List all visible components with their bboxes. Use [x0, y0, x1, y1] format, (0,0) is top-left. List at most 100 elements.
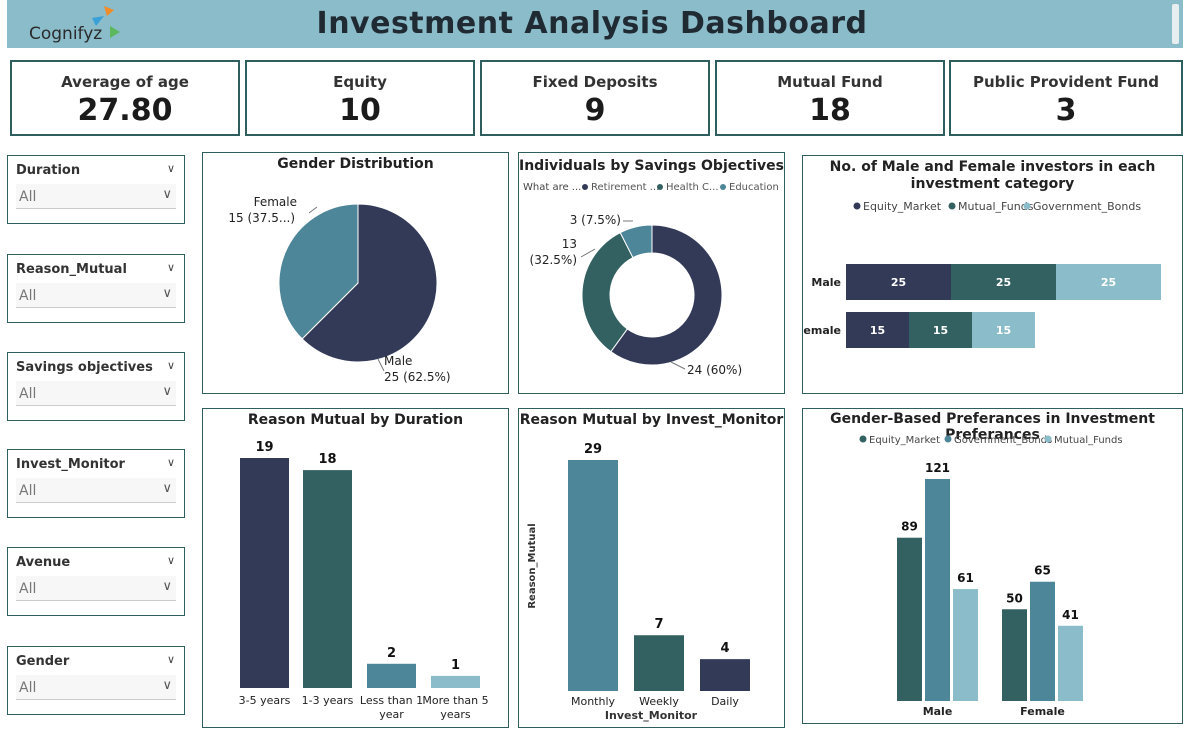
kpi-label: Fixed Deposits: [532, 73, 658, 91]
kpi-label: Mutual Fund: [777, 73, 883, 91]
bar-chart[interactable]: 29 Monthly 7 Weekly 4 Daily Invest_Monitor Reas…: [519, 431, 784, 727]
bar-segment[interactable]: [846, 264, 951, 300]
chevron-down-icon[interactable]: ∨: [162, 678, 172, 693]
slicer-savings-objectives[interactable]: Savings objectives ∨ All ∨: [7, 352, 185, 421]
bar[interactable]: [240, 458, 289, 688]
bar[interactable]: [303, 470, 352, 688]
scrollbar[interactable]: [1172, 4, 1179, 44]
slicer-reason-mutual[interactable]: Reason_Mutual ∨ All ∨: [7, 254, 185, 323]
pie-chart[interactable]: Male 25 (62.5%) Female 15 (37.5...): [203, 177, 508, 392]
chevron-down-icon[interactable]: ∨: [166, 653, 175, 666]
category-label: 1-3 years: [302, 694, 354, 707]
chart-male-female-investors[interactable]: No. of Male and Female investors in each…: [802, 155, 1183, 394]
donut-slice[interactable]: [619, 224, 653, 259]
grouped-bar-chart[interactable]: Equity_Market Government_Bonds Mutual_Fund…: [803, 431, 1182, 723]
data-label: 29: [584, 442, 602, 457]
data-label: 25: [891, 276, 906, 289]
chevron-down-icon[interactable]: ∨: [162, 286, 172, 301]
donut-slice[interactable]: [610, 224, 723, 366]
legend-marker[interactable]: [948, 202, 956, 210]
chevron-down-icon[interactable]: ∨: [162, 579, 172, 594]
slicer-dropdown[interactable]: All ∨: [16, 675, 176, 700]
legend-label: Mutual_Funds: [1054, 435, 1123, 446]
chevron-down-icon[interactable]: ∨: [162, 384, 172, 399]
legend-marker[interactable]: [720, 184, 726, 190]
leader-line[interactable]: [580, 248, 596, 258]
chart-savings-objectives[interactable]: Individuals by Savings Objectives What a…: [518, 152, 785, 394]
bar[interactable]: [925, 479, 950, 701]
bar[interactable]: [953, 589, 978, 701]
slicer-duration[interactable]: Duration ∨ All ∨: [7, 155, 185, 224]
legend-marker[interactable]: [657, 184, 663, 190]
slicer-dropdown[interactable]: All ∨: [16, 478, 176, 503]
slicer-invest-monitor[interactable]: Invest_Monitor ∨ All ∨: [7, 449, 185, 518]
bar[interactable]: [568, 460, 618, 691]
leader-line[interactable]: [308, 206, 318, 214]
chart-title: Reason Mutual by Invest_Monitor: [519, 412, 784, 428]
slicer-value: All: [19, 581, 37, 597]
donut-slice[interactable]: [581, 231, 634, 353]
bar-segment[interactable]: [846, 312, 909, 348]
chevron-down-icon[interactable]: ∨: [166, 261, 175, 274]
kpi-value: 27.80: [77, 93, 173, 128]
bar[interactable]: [700, 659, 750, 691]
bar[interactable]: [634, 635, 684, 691]
bar[interactable]: [367, 663, 416, 688]
bar[interactable]: [897, 537, 922, 701]
kpi-label: Equity: [333, 73, 387, 91]
chevron-down-icon[interactable]: ∨: [166, 554, 175, 567]
data-label: 1: [451, 658, 460, 673]
legend-marker[interactable]: [859, 435, 867, 443]
x-axis-title: Invest_Monitor: [605, 709, 698, 722]
chart-reason-mutual-by-duration[interactable]: Reason Mutual by Duration 19 3-5 years 18 1…: [202, 408, 509, 728]
slicer-title: Avenue: [16, 555, 71, 570]
chevron-down-icon[interactable]: ∨: [162, 187, 172, 202]
bar-segment[interactable]: [951, 264, 1056, 300]
legend-label: Equity_Market: [869, 435, 940, 446]
legend-label: Education: [729, 182, 779, 193]
chart-gender-distribution[interactable]: Gender Distribution Male 25 (62.5%) Female…: [202, 152, 509, 394]
legend-marker[interactable]: [944, 435, 952, 443]
bar[interactable]: [1058, 625, 1083, 701]
bar[interactable]: [1002, 609, 1027, 701]
y-axis-title: Reason_Mutual: [527, 523, 538, 608]
legend-marker[interactable]: [853, 202, 861, 210]
bar[interactable]: [431, 675, 480, 688]
bar-segment[interactable]: [972, 312, 1035, 348]
bar-segment[interactable]: [909, 312, 972, 348]
chevron-down-icon[interactable]: ∨: [166, 162, 175, 175]
legend-label: Mutual_Funds: [958, 200, 1034, 213]
donut-chart[interactable]: What are ... Retirement ... Health C... Edu…: [519, 179, 784, 393]
kpi-card-equity: Equity 10: [245, 60, 475, 136]
chart-gender-based-preferences[interactable]: Gender-Based Preferances in Investment P…: [802, 408, 1183, 724]
chart-title: Individuals by Savings Objectives: [519, 158, 784, 174]
data-label: 15: [996, 324, 1011, 337]
slicer-dropdown[interactable]: All ∨: [16, 184, 176, 209]
pie-slice-male[interactable]: [301, 203, 438, 363]
legend-marker[interactable]: [582, 184, 588, 190]
slicer-dropdown[interactable]: All ∨: [16, 576, 176, 601]
pie-slice-female[interactable]: [278, 203, 359, 340]
data-label: 3 (7.5%): [570, 213, 621, 227]
slicer-value: All: [19, 680, 37, 696]
bar[interactable]: [1030, 581, 1055, 701]
slicer-avenue[interactable]: Avenue ∨ All ∨: [7, 547, 185, 616]
bar-segment[interactable]: [1056, 264, 1161, 300]
slicer-gender[interactable]: Gender ∨ All ∨: [7, 646, 185, 715]
slicer-title: Reason_Mutual: [16, 262, 127, 277]
leader-line[interactable]: [670, 361, 686, 370]
slicer-dropdown[interactable]: All ∨: [16, 381, 176, 406]
chevron-down-icon[interactable]: ∨: [162, 481, 172, 496]
chart-reason-mutual-by-invest-monitor[interactable]: Reason Mutual by Invest_Monitor 29 Monthl…: [518, 408, 785, 728]
stacked-bar-chart[interactable]: Equity_Market Mutual_Funds Government_Bond…: [803, 198, 1182, 392]
leader-line[interactable]: [377, 358, 385, 372]
legend-marker[interactable]: [1044, 435, 1052, 443]
slicer-dropdown[interactable]: All ∨: [16, 283, 176, 308]
chevron-down-icon[interactable]: ∨: [166, 359, 175, 372]
legend-marker[interactable]: [1023, 202, 1031, 210]
chevron-down-icon[interactable]: ∨: [166, 456, 175, 469]
data-label: 15: [933, 324, 948, 337]
kpi-value: 3: [1055, 93, 1077, 128]
kpi-value: 9: [584, 93, 606, 128]
